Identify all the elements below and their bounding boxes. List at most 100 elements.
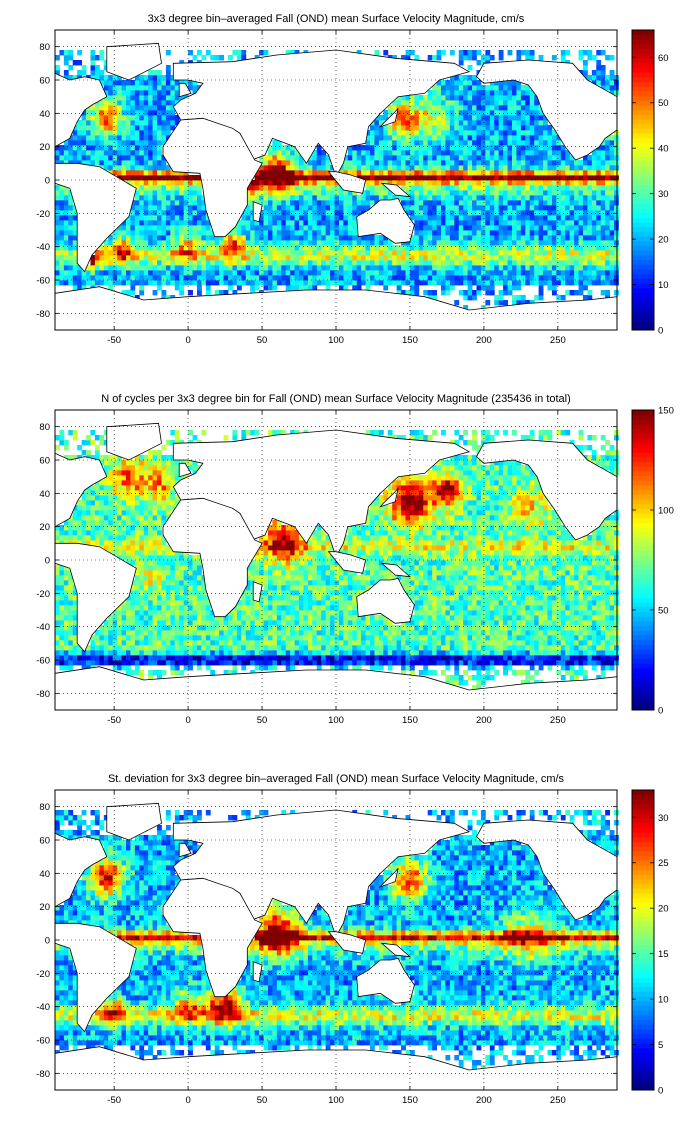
heatmap-cell	[236, 255, 242, 261]
heatmap-cell	[401, 280, 406, 286]
heatmap-cell	[250, 225, 256, 231]
heatmap-cell	[383, 275, 389, 281]
heatmap-cell	[134, 510, 140, 516]
heatmap-cell	[511, 150, 517, 156]
heatmap-cell	[134, 80, 140, 86]
heatmap-cell	[81, 515, 87, 521]
heatmap-cell	[489, 200, 495, 206]
heatmap-cell	[192, 200, 198, 206]
heatmap-cell	[130, 215, 136, 221]
heatmap-cell	[338, 285, 344, 291]
heatmap-cell	[139, 190, 145, 196]
heatmap-cell	[174, 265, 180, 271]
heatmap-cell	[463, 255, 469, 261]
heatmap-cell	[467, 230, 473, 236]
heatmap-cell	[152, 190, 158, 196]
heatmap-cell	[578, 190, 584, 196]
heatmap-cell	[161, 140, 167, 146]
colorbar-segment	[632, 189, 654, 195]
heatmap-cell	[63, 140, 69, 146]
heatmap-cell	[511, 160, 517, 166]
heatmap-cell	[520, 120, 526, 126]
heatmap-cell	[378, 185, 384, 191]
heatmap-cell	[68, 65, 74, 71]
land-outline	[162, 117, 263, 238]
heatmap-cell	[157, 470, 162, 476]
heatmap-cell	[356, 240, 362, 246]
heatmap-cell	[125, 100, 131, 106]
heatmap-cell	[485, 265, 491, 271]
heatmap-cell	[152, 290, 158, 296]
colorbar-segment	[632, 119, 654, 125]
heatmap-cell	[520, 220, 526, 226]
heatmap-cell	[94, 140, 100, 146]
heatmap-cell	[463, 215, 469, 221]
heatmap-cell	[330, 200, 335, 206]
heatmap-cell	[139, 275, 145, 281]
heatmap-cell	[316, 180, 322, 186]
heatmap-cell	[112, 485, 118, 491]
heatmap-cell	[250, 260, 256, 266]
heatmap-cell	[507, 145, 513, 151]
heatmap-cell	[112, 530, 118, 536]
heatmap-cell	[569, 200, 575, 206]
heatmap-cell	[228, 240, 233, 246]
heatmap-cell	[117, 130, 122, 136]
heatmap-cell	[436, 55, 442, 61]
heatmap-cell	[161, 585, 167, 591]
heatmap-cell	[183, 240, 189, 246]
heatmap-cell	[485, 160, 491, 166]
heatmap-cell	[525, 160, 531, 166]
heatmap-cell	[432, 190, 437, 196]
heatmap-cell	[352, 210, 358, 216]
heatmap-cell	[534, 95, 540, 101]
heatmap-cell	[334, 200, 340, 206]
heatmap-cell	[165, 230, 171, 236]
heatmap-cell	[117, 225, 122, 231]
heatmap-cell	[192, 265, 198, 271]
heatmap-cell	[432, 270, 437, 276]
heatmap-cell	[489, 210, 495, 216]
heatmap-cell	[201, 220, 207, 226]
heatmap-cell	[294, 285, 300, 291]
heatmap-cell	[547, 200, 553, 206]
heatmap-cell	[480, 225, 486, 231]
heatmap-cell	[432, 225, 437, 231]
heatmap-cell	[441, 150, 446, 156]
heatmap-cell	[130, 525, 136, 531]
heatmap-cell	[485, 175, 491, 181]
heatmap-cell	[276, 190, 282, 196]
heatmap-cell	[423, 270, 429, 276]
heatmap-cell	[81, 140, 87, 146]
heatmap-cell	[551, 270, 557, 276]
heatmap-cell	[316, 280, 322, 286]
heatmap-cell	[86, 135, 91, 141]
heatmap-cell	[489, 150, 495, 156]
heatmap-cell	[134, 590, 140, 596]
heatmap-cell	[529, 175, 535, 181]
heatmap-cell	[396, 290, 402, 296]
heatmap-cell	[174, 260, 180, 266]
heatmap-cell	[489, 95, 495, 101]
heatmap-cell	[441, 220, 446, 226]
heatmap-cell	[467, 105, 473, 111]
heatmap-cell	[396, 155, 402, 161]
heatmap-cell	[307, 215, 313, 221]
heatmap-cell	[574, 210, 579, 216]
heatmap-cell	[130, 100, 136, 106]
heatmap-cell	[556, 295, 562, 301]
heatmap-cell	[152, 645, 158, 651]
heatmap-cell	[121, 105, 127, 111]
heatmap-cell	[125, 180, 131, 186]
heatmap-cell	[170, 105, 176, 111]
heatmap-cell	[529, 240, 535, 246]
heatmap-cell	[90, 260, 96, 266]
heatmap-cell	[436, 125, 442, 131]
heatmap-cell	[299, 275, 304, 281]
heatmap-cell	[90, 430, 96, 436]
heatmap-cell	[143, 195, 149, 201]
heatmap-cell	[525, 230, 531, 236]
heatmap-cell	[551, 185, 557, 191]
land-outline	[54, 72, 108, 148]
heatmap-cell	[507, 225, 513, 231]
